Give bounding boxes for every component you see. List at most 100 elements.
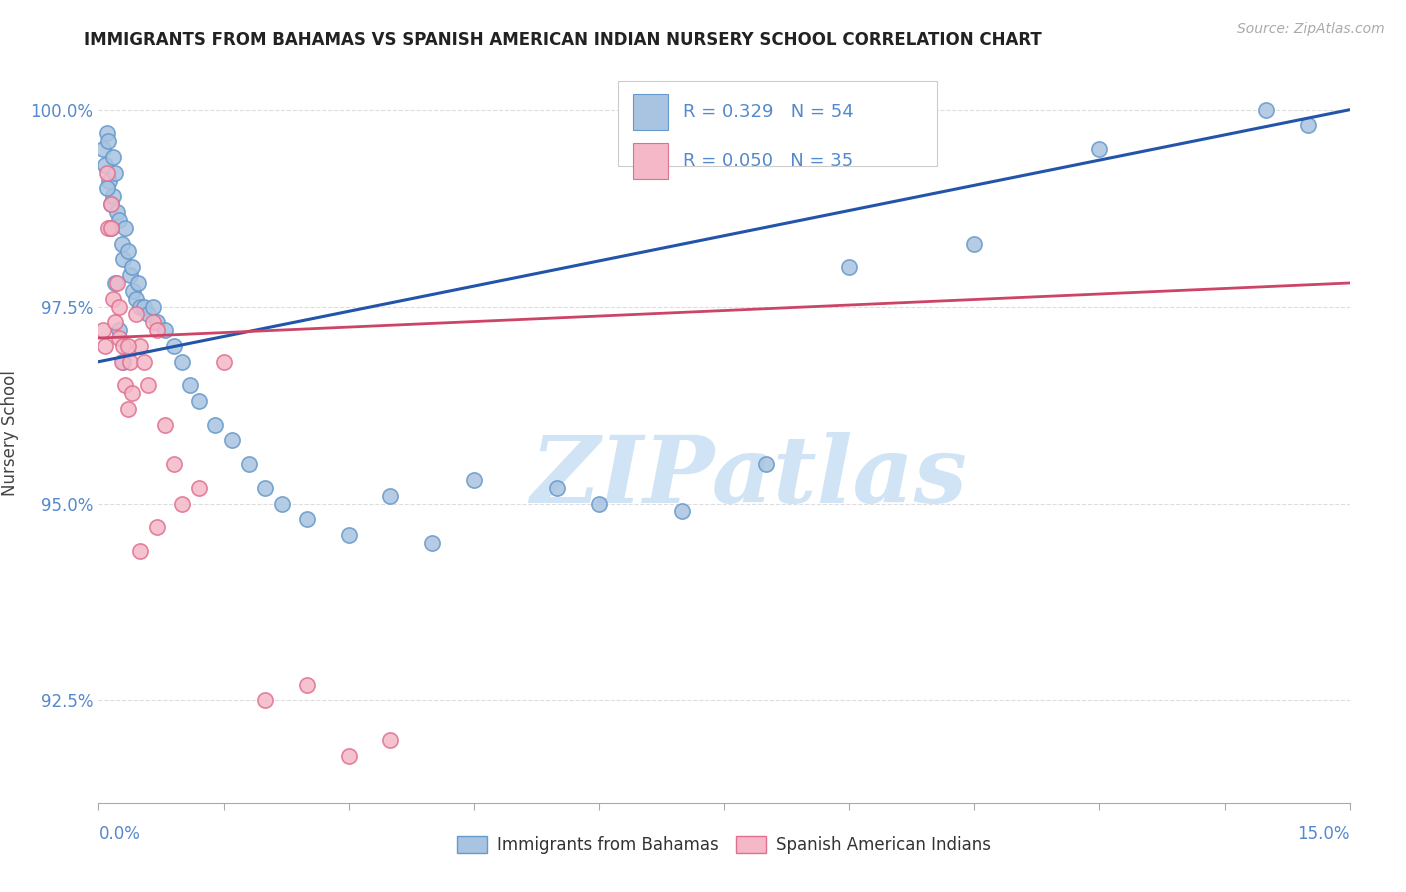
Point — [100, 197, 122, 211]
Point — [142, 300, 165, 314]
Point — [105, 276, 128, 290]
Point — [142, 315, 165, 329]
Point — [134, 300, 156, 314]
Point — [146, 323, 169, 337]
Point — [104, 315, 127, 329]
Point — [101, 189, 124, 203]
Point — [125, 292, 148, 306]
Point — [671, 504, 693, 518]
Point — [162, 457, 184, 471]
Point — [103, 292, 125, 306]
Text: R = 0.050   N = 35: R = 0.050 N = 35 — [683, 152, 853, 169]
Point — [963, 236, 986, 251]
Point — [755, 457, 778, 471]
Text: 0.0%: 0.0% — [98, 825, 141, 843]
Point — [153, 323, 176, 337]
Text: ZIPatlas: ZIPatlas — [530, 432, 967, 522]
Point — [111, 236, 134, 251]
Point — [838, 260, 860, 275]
Point — [114, 378, 136, 392]
Point — [104, 166, 127, 180]
Point — [170, 496, 193, 510]
Point — [221, 434, 243, 448]
FancyBboxPatch shape — [633, 143, 668, 178]
Point — [238, 457, 260, 471]
Point — [97, 220, 120, 235]
Point — [117, 244, 139, 259]
Text: IMMIGRANTS FROM BAHAMAS VS SPANISH AMERICAN INDIAN NURSERY SCHOOL CORRELATION CH: IMMIGRANTS FROM BAHAMAS VS SPANISH AMERI… — [84, 31, 1042, 49]
Point — [100, 220, 122, 235]
Point — [108, 300, 131, 314]
Point — [420, 536, 443, 550]
Point — [138, 378, 160, 392]
FancyBboxPatch shape — [633, 95, 668, 130]
Point — [134, 355, 156, 369]
Point — [108, 331, 131, 345]
Point — [114, 220, 136, 235]
Point — [127, 276, 149, 290]
Point — [146, 315, 169, 329]
Point — [138, 308, 160, 322]
Point — [1088, 142, 1111, 156]
Point — [1296, 119, 1319, 133]
Point — [125, 308, 148, 322]
Point — [129, 300, 152, 314]
Point — [121, 386, 143, 401]
Point — [129, 339, 152, 353]
Point — [271, 496, 294, 510]
Point — [187, 394, 209, 409]
Point — [463, 473, 485, 487]
Point — [162, 339, 184, 353]
Point — [112, 252, 135, 267]
Point — [254, 481, 277, 495]
Text: Source: ZipAtlas.com: Source: ZipAtlas.com — [1237, 22, 1385, 37]
Point — [295, 512, 318, 526]
Point — [120, 268, 142, 282]
Point — [380, 732, 402, 747]
Point — [94, 158, 117, 172]
Point — [153, 417, 176, 432]
Point — [337, 528, 360, 542]
Point — [179, 378, 201, 392]
Point — [103, 150, 125, 164]
Point — [94, 339, 117, 353]
Point — [337, 748, 360, 763]
Point — [380, 489, 402, 503]
Point — [121, 260, 143, 275]
Point — [1256, 103, 1278, 117]
Point — [212, 355, 235, 369]
Point — [97, 134, 120, 148]
Point — [105, 205, 128, 219]
Text: R = 0.329   N = 54: R = 0.329 N = 54 — [683, 103, 853, 121]
Point — [96, 181, 118, 195]
Y-axis label: Nursery School: Nursery School — [1, 369, 20, 496]
Point — [187, 481, 209, 495]
Point — [100, 197, 122, 211]
Point — [100, 220, 122, 235]
Legend: Immigrants from Bahamas, Spanish American Indians: Immigrants from Bahamas, Spanish America… — [451, 830, 997, 861]
Point — [117, 402, 139, 417]
Point — [588, 496, 610, 510]
Point — [295, 678, 318, 692]
Point — [104, 276, 127, 290]
Point — [96, 166, 118, 180]
Point — [146, 520, 169, 534]
Point — [108, 323, 131, 337]
Point — [98, 173, 121, 187]
Point — [112, 355, 135, 369]
Point — [122, 284, 145, 298]
Point — [546, 481, 568, 495]
Point — [96, 126, 118, 140]
FancyBboxPatch shape — [617, 81, 936, 166]
Point — [170, 355, 193, 369]
Point — [91, 323, 114, 337]
Point — [111, 355, 134, 369]
Point — [120, 355, 142, 369]
Point — [112, 339, 135, 353]
Point — [254, 693, 277, 707]
Point — [91, 142, 114, 156]
Point — [204, 417, 226, 432]
Point — [108, 213, 131, 227]
Point — [117, 339, 139, 353]
Point — [129, 543, 152, 558]
